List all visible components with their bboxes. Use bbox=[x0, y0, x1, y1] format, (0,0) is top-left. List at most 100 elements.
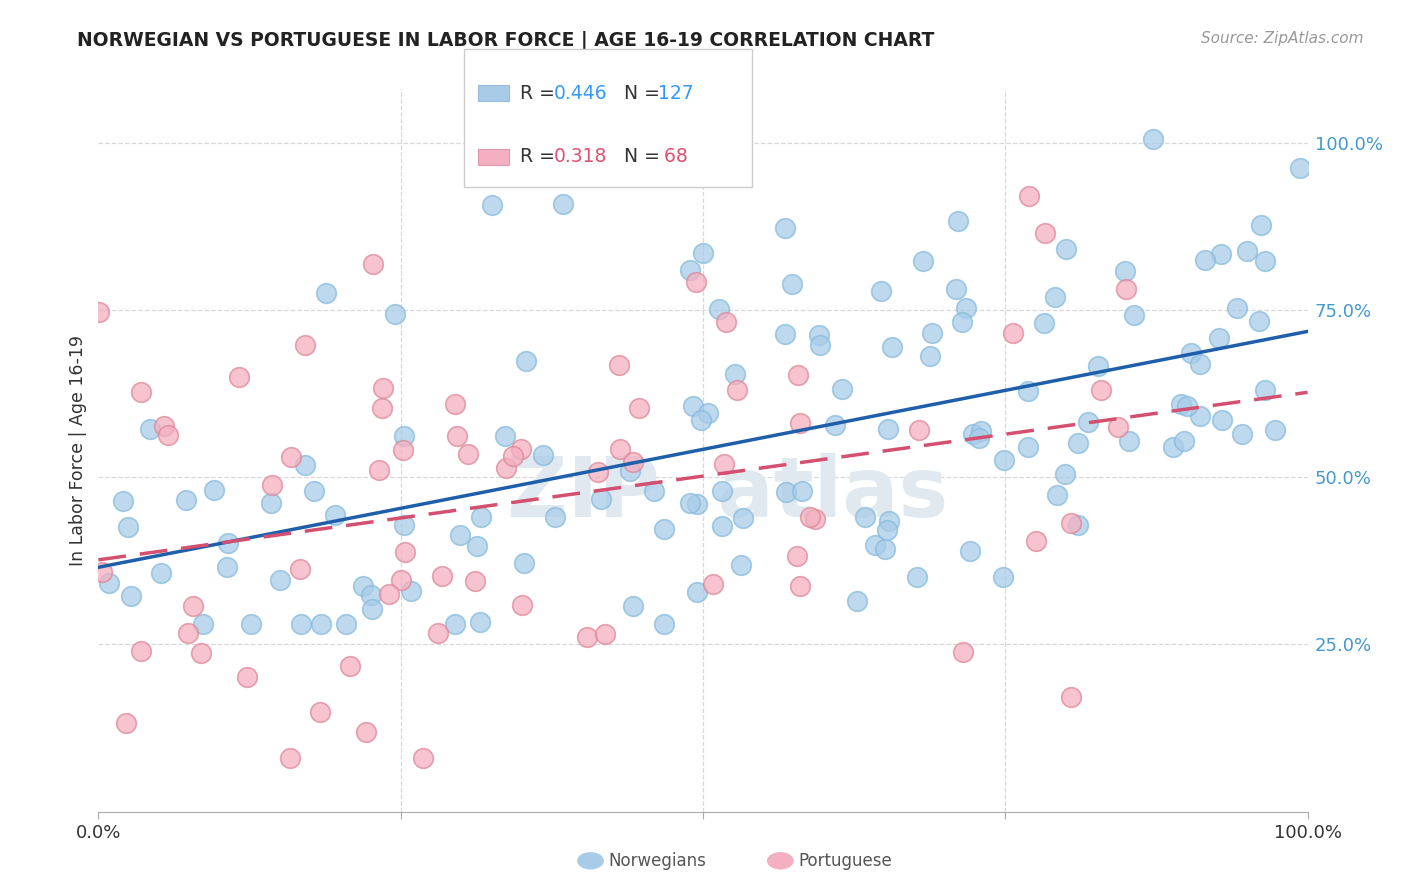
Point bbox=[457, 447, 479, 461]
Point bbox=[690, 413, 713, 427]
Point bbox=[1194, 253, 1216, 268]
Point bbox=[1211, 413, 1233, 427]
Point bbox=[1173, 434, 1195, 448]
Point bbox=[682, 400, 704, 414]
Point bbox=[724, 367, 747, 381]
Point bbox=[586, 465, 609, 479]
Point bbox=[991, 569, 1014, 583]
Point bbox=[1236, 244, 1258, 259]
Point bbox=[512, 556, 534, 570]
Point bbox=[1017, 384, 1039, 398]
Text: Norwegians: Norwegians bbox=[609, 852, 707, 870]
Point bbox=[430, 569, 453, 583]
Point bbox=[831, 382, 853, 396]
Point bbox=[1289, 161, 1312, 176]
Point bbox=[959, 544, 981, 558]
Point bbox=[392, 429, 415, 443]
Point bbox=[707, 301, 730, 316]
Point bbox=[204, 483, 226, 497]
Point bbox=[1170, 397, 1192, 411]
Point bbox=[150, 566, 173, 581]
Point bbox=[643, 484, 665, 499]
Point bbox=[619, 464, 641, 478]
Point bbox=[392, 518, 415, 533]
Point bbox=[970, 424, 993, 438]
Point bbox=[354, 725, 377, 739]
Point bbox=[371, 401, 394, 415]
Point bbox=[1090, 384, 1112, 398]
Point bbox=[654, 617, 676, 632]
Point bbox=[824, 418, 846, 433]
Point bbox=[773, 221, 796, 235]
Point bbox=[1114, 264, 1136, 278]
Point bbox=[679, 263, 702, 277]
Point bbox=[807, 327, 830, 342]
Text: NORWEGIAN VS PORTUGUESE IN LABOR FORCE | AGE 16-19 CORRELATION CHART: NORWEGIAN VS PORTUGUESE IN LABOR FORCE |… bbox=[77, 31, 935, 51]
Point bbox=[1180, 345, 1202, 359]
Point bbox=[652, 522, 675, 536]
Point bbox=[427, 625, 450, 640]
Point bbox=[139, 422, 162, 436]
Point bbox=[1230, 426, 1253, 441]
Point bbox=[1161, 440, 1184, 454]
Point bbox=[1017, 440, 1039, 454]
Point bbox=[1118, 434, 1140, 448]
Point bbox=[713, 457, 735, 471]
Point bbox=[280, 751, 302, 765]
Text: N =: N = bbox=[612, 84, 665, 103]
Point bbox=[217, 560, 239, 574]
Point bbox=[153, 419, 176, 434]
Point bbox=[470, 510, 492, 524]
Point bbox=[1226, 301, 1249, 315]
Point bbox=[384, 307, 406, 321]
Point bbox=[449, 528, 471, 542]
Point bbox=[877, 421, 900, 435]
Point bbox=[993, 452, 1015, 467]
Point bbox=[775, 484, 797, 499]
Point bbox=[790, 483, 813, 498]
Point bbox=[309, 705, 332, 719]
Point bbox=[361, 601, 384, 615]
Point bbox=[685, 275, 707, 289]
Point bbox=[950, 315, 973, 329]
Point bbox=[1046, 488, 1069, 502]
Point bbox=[773, 327, 796, 342]
Text: Source: ZipAtlas.com: Source: ZipAtlas.com bbox=[1201, 31, 1364, 46]
Point bbox=[97, 576, 120, 591]
Point bbox=[730, 558, 752, 573]
Point bbox=[679, 495, 702, 509]
Point bbox=[714, 315, 737, 329]
Point bbox=[1054, 242, 1077, 256]
Point bbox=[1060, 516, 1083, 530]
Point bbox=[294, 338, 316, 352]
Point bbox=[1087, 359, 1109, 373]
Point bbox=[692, 246, 714, 260]
Point bbox=[1123, 308, 1146, 322]
Point bbox=[918, 349, 941, 363]
Point bbox=[912, 254, 935, 268]
Point bbox=[877, 514, 900, 528]
Point bbox=[589, 491, 612, 506]
Point bbox=[91, 565, 114, 579]
Point bbox=[1060, 690, 1083, 705]
Point bbox=[191, 617, 214, 632]
Point bbox=[117, 520, 139, 534]
Point bbox=[217, 536, 239, 550]
Text: 0.446: 0.446 bbox=[554, 84, 607, 103]
Point bbox=[780, 277, 803, 292]
Point bbox=[733, 511, 755, 525]
Point bbox=[280, 450, 302, 464]
Point bbox=[1247, 314, 1270, 328]
Point bbox=[1043, 290, 1066, 304]
Point bbox=[875, 542, 897, 557]
Point bbox=[789, 579, 811, 593]
Text: 68: 68 bbox=[658, 147, 688, 167]
Point bbox=[786, 549, 808, 563]
Point bbox=[945, 281, 967, 295]
Point bbox=[1254, 253, 1277, 268]
Point bbox=[391, 442, 413, 457]
Point bbox=[290, 617, 312, 632]
Point bbox=[294, 458, 316, 473]
Point bbox=[905, 569, 928, 583]
Point bbox=[621, 599, 644, 614]
